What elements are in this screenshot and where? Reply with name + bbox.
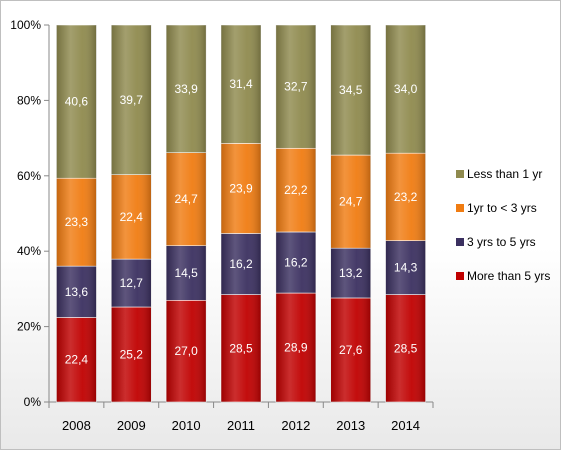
- legend-swatch: [456, 204, 464, 212]
- data-label: 22,2: [284, 183, 308, 197]
- data-label: 27,6: [339, 343, 363, 357]
- data-label: 34,5: [339, 83, 363, 97]
- legend-swatch: [456, 170, 464, 178]
- bar-segment-shading: [275, 25, 316, 149]
- y-tick-label: 100%: [10, 18, 41, 32]
- data-label: 23,9: [229, 181, 253, 195]
- bar-segment-shading: [385, 25, 426, 154]
- bar-segment-shading: [56, 317, 97, 402]
- y-tick-label: 0%: [24, 395, 42, 409]
- data-label: 25,2: [120, 347, 144, 361]
- bar-segment-shading: [275, 148, 316, 232]
- bar-segment-shading: [111, 25, 152, 175]
- y-tick-label: 40%: [17, 244, 41, 258]
- data-label: 33,9: [174, 82, 198, 96]
- y-tick-label: 60%: [17, 169, 41, 183]
- bar-segment-shading: [221, 294, 261, 402]
- bar-segment-shading: [330, 155, 371, 249]
- bar-segment-shading: [330, 297, 371, 402]
- bar-segment-shading: [221, 25, 261, 144]
- data-label: 39,7: [120, 93, 144, 107]
- y-tick-label: 20%: [17, 320, 41, 334]
- data-label: 31,4: [229, 77, 253, 91]
- bar-segment-shading: [166, 152, 207, 246]
- data-labels: 22,4 13,6 23,3 40,6 25,2 12,7 22,4 39,7 27,0 14,5…: [65, 77, 418, 367]
- legend-label: More than 5 yrs: [467, 269, 550, 283]
- bar-segment-shading: [111, 174, 152, 260]
- bar-segment-shading: [56, 25, 97, 179]
- x-tick-label: 2014: [391, 418, 420, 433]
- bar-segment-shading: [166, 300, 207, 402]
- data-label: 14,3: [394, 261, 418, 275]
- data-label: 28,9: [284, 341, 308, 355]
- data-label: 16,2: [229, 257, 253, 271]
- x-tick-label: 2012: [281, 418, 310, 433]
- data-label: 14,5: [174, 266, 198, 280]
- bar-segment-shading: [166, 245, 207, 301]
- data-label: 24,7: [174, 192, 198, 206]
- bar-segment-shading: [56, 266, 97, 318]
- y-tick-label: 80%: [17, 93, 41, 107]
- legend: Less than 1 yr 1yr to < 3 yrs 3 yrs to 5 y…: [456, 167, 550, 283]
- data-label: 28,5: [394, 341, 418, 355]
- legend-label: 3 yrs to 5 yrs: [467, 235, 536, 249]
- legend-swatch: [456, 272, 464, 280]
- bar-segment-shading: [111, 259, 152, 307]
- legend-swatch: [456, 238, 464, 246]
- bar-segment-shading: [385, 240, 426, 295]
- data-label: 16,2: [284, 256, 308, 270]
- bars: [56, 24, 426, 403]
- data-label: 13,2: [339, 266, 363, 280]
- legend-label: 1yr to < 3 yrs: [467, 201, 537, 215]
- bar-segment-shading: [221, 143, 261, 234]
- bar-segment-shading: [385, 294, 426, 402]
- bar-segment-shading: [330, 248, 371, 298]
- x-tick-label: 2008: [62, 418, 91, 433]
- data-label: 12,7: [120, 276, 144, 290]
- x-tick-label: 2010: [172, 418, 201, 433]
- bar-segment-shading: [56, 178, 97, 267]
- data-label: 23,3: [65, 215, 89, 229]
- bar-segment-shading: [111, 306, 152, 402]
- data-label: 24,7: [339, 195, 363, 209]
- bar-segment-shading: [275, 231, 316, 294]
- data-label: 22,4: [65, 353, 89, 367]
- data-label: 40,6: [65, 95, 89, 109]
- bar-segment-shading: [221, 233, 261, 295]
- bar-segment-shading: [275, 293, 316, 402]
- bar-segment-shading: [385, 153, 426, 241]
- data-label: 34,0: [394, 82, 418, 96]
- x-tick-label: 2013: [336, 418, 365, 433]
- legend-label: Less than 1 yr: [467, 167, 542, 181]
- data-label: 13,6: [65, 285, 89, 299]
- data-label: 28,5: [229, 341, 253, 355]
- data-label: 22,4: [120, 210, 144, 224]
- data-label: 32,7: [284, 80, 308, 94]
- bar-segment-shading: [166, 25, 207, 153]
- axes: 0% 20% 40% 60% 80% 100% 2008 2009 2010 2011 2012 20…: [10, 18, 434, 433]
- data-label: 23,2: [394, 190, 418, 204]
- x-tick-label: 2009: [117, 418, 146, 433]
- x-tick-label: 2011: [227, 418, 255, 433]
- bar-segment-shading: [330, 25, 371, 156]
- data-label: 27,0: [174, 344, 198, 358]
